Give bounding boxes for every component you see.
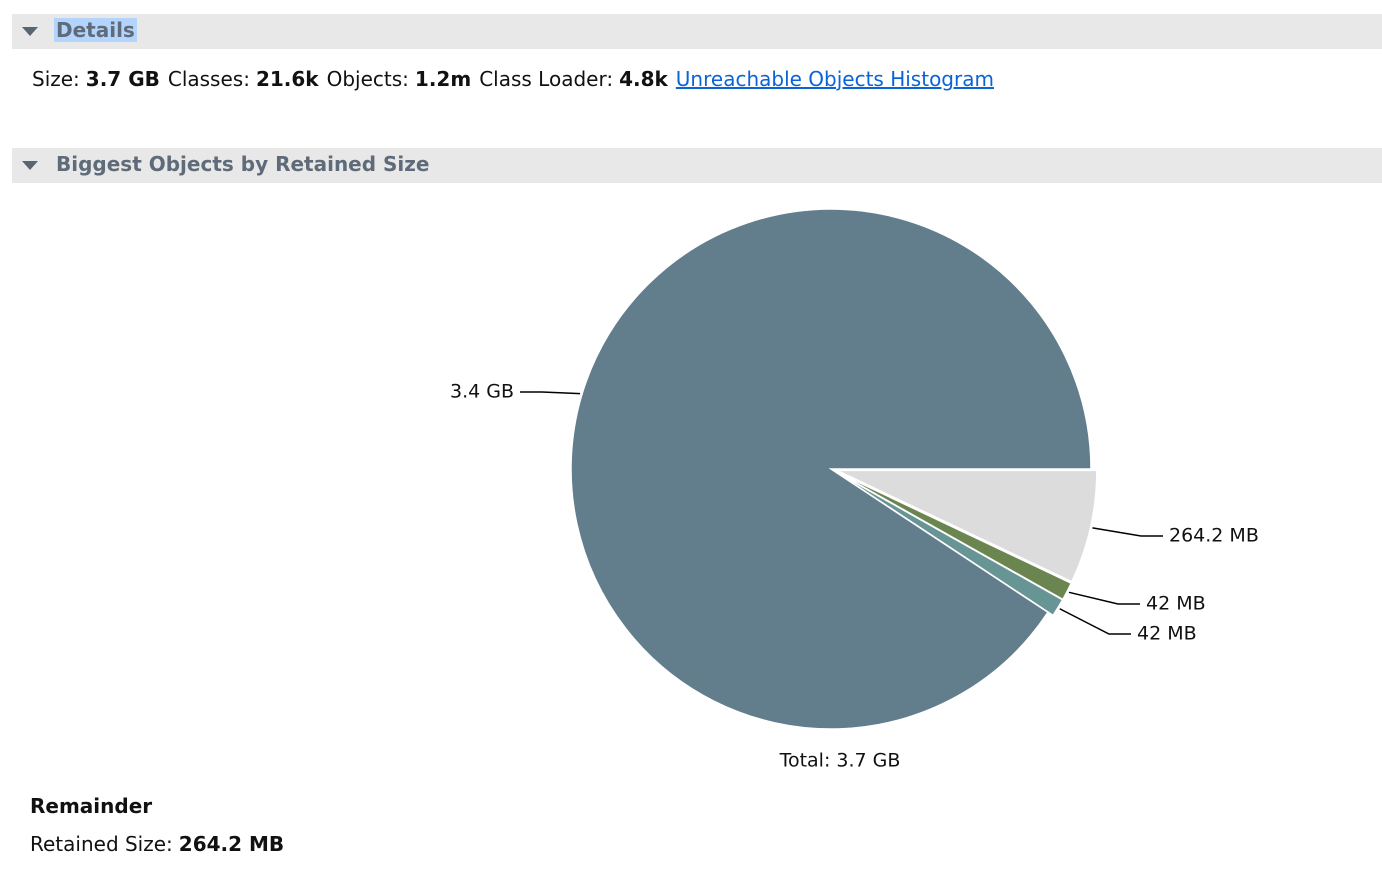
leader-line bbox=[1068, 591, 1140, 605]
value: 3.7 GB bbox=[85, 67, 160, 91]
section-title: Biggest Objects by Retained Size bbox=[56, 152, 430, 176]
value: 21.6k bbox=[255, 67, 319, 91]
slice-label: 42 MB bbox=[1146, 593, 1206, 615]
leader-line bbox=[1092, 527, 1163, 537]
label: Objects: bbox=[326, 67, 409, 91]
section-header[interactable]: Biggest Objects by Retained Size bbox=[12, 148, 1382, 183]
pie-slice bbox=[570, 208, 1092, 730]
collapse-icon bbox=[22, 161, 38, 170]
selection-title: Remainder bbox=[30, 794, 153, 818]
value: 1.2m bbox=[414, 67, 472, 91]
section-header[interactable]: Details bbox=[12, 14, 1382, 49]
total-label: Total: 3.7 GB bbox=[779, 750, 901, 772]
label: Size: bbox=[32, 67, 80, 91]
slice-label: 42 MB bbox=[1137, 623, 1197, 645]
details-line: Size: 3.7 GB Classes: 21.6k Objects: 1.2m Clas… bbox=[32, 67, 994, 91]
leader-line bbox=[1059, 608, 1131, 635]
label: Retained Size: bbox=[30, 832, 173, 856]
slice-label: 3.4 GB bbox=[450, 381, 514, 403]
section-title: Details bbox=[54, 18, 137, 42]
leader-line bbox=[520, 391, 581, 395]
value: 4.8k bbox=[619, 67, 668, 91]
slice-label: 264.2 MB bbox=[1169, 525, 1259, 547]
value: 264.2 MB bbox=[178, 832, 285, 856]
pie-slice bbox=[835, 471, 1064, 617]
label: Class Loader: bbox=[479, 67, 614, 91]
collapse-icon bbox=[22, 27, 38, 36]
label: Classes: bbox=[167, 67, 250, 91]
histogram-link[interactable]: Unreachable Objects Histogram bbox=[675, 67, 994, 91]
selection-line: Retained Size: 264.2 MB bbox=[30, 832, 292, 856]
pie-slice bbox=[836, 469, 1098, 583]
